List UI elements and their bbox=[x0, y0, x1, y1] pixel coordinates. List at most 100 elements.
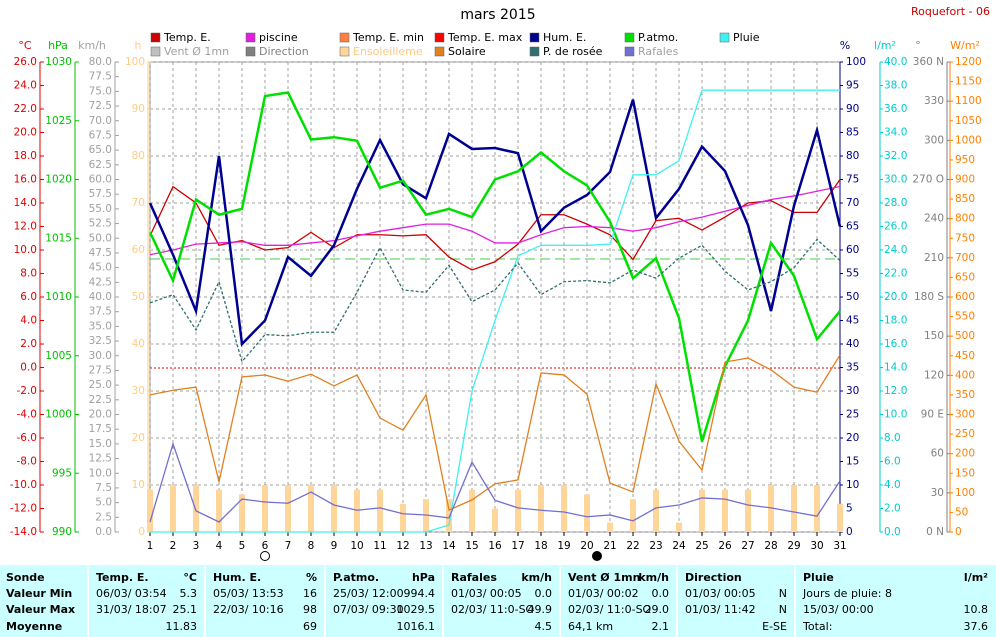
y-tick-label: 0 N bbox=[926, 526, 944, 538]
y-tick-label: 5 bbox=[846, 503, 853, 515]
y-tick-label: 8.0 bbox=[20, 268, 37, 280]
legend-label: Hum. E. bbox=[543, 31, 586, 44]
bar bbox=[377, 489, 383, 532]
y-tick-label: 75.0 bbox=[89, 85, 112, 97]
y-tick-label: 1000 bbox=[955, 134, 982, 146]
y-tick-label: 0 bbox=[846, 526, 853, 538]
y-tick-label: 40 bbox=[846, 338, 859, 350]
y-tick-label: 35.0 bbox=[89, 320, 112, 332]
y-tick-label: 70.0 bbox=[89, 115, 112, 127]
y-tick-label: 210 bbox=[924, 252, 944, 264]
legend-swatch bbox=[339, 46, 350, 57]
column-header: hPa bbox=[412, 571, 435, 584]
y-tick-label: -8.0 bbox=[17, 456, 38, 468]
y-tick-label: 55 bbox=[846, 268, 859, 280]
table-cell: 10.8 bbox=[964, 603, 989, 616]
row-label: Sonde bbox=[6, 571, 45, 584]
y-tick-label: 14.0 bbox=[14, 197, 37, 209]
bar bbox=[699, 489, 705, 532]
station-name: Roquefort - 06 bbox=[911, 5, 990, 18]
column-header: Temp. E. bbox=[96, 571, 149, 584]
x-tick-label: 17 bbox=[511, 540, 524, 552]
x-tick-label: 24 bbox=[672, 540, 686, 552]
y-tick-label: 36.0 bbox=[884, 103, 907, 115]
x-tick-label: 27 bbox=[741, 540, 754, 552]
y-tick-label: 1150 bbox=[955, 76, 982, 88]
x-tick-label: 26 bbox=[718, 540, 732, 552]
table-cell: Jours de pluie: 8 bbox=[802, 587, 892, 600]
y-tick-label: 47.5 bbox=[89, 247, 112, 259]
table-cell: 37.6 bbox=[964, 620, 989, 633]
y-tick-label: 750 bbox=[955, 232, 975, 244]
y-tick-label: 350 bbox=[955, 389, 975, 401]
bar bbox=[446, 499, 452, 532]
table-cell: 29.0 bbox=[645, 603, 670, 616]
y-tick-label: 2.5 bbox=[95, 511, 112, 523]
y-axis-unit: % bbox=[840, 39, 850, 52]
bar bbox=[170, 485, 176, 532]
y-tick-label: 40 bbox=[132, 338, 145, 350]
x-tick-label: 28 bbox=[764, 540, 777, 552]
y-tick-label: 18.0 bbox=[14, 150, 37, 162]
table-cell: 16 bbox=[303, 587, 317, 600]
x-tick-label: 13 bbox=[419, 540, 432, 552]
y-axis-unit: ° bbox=[915, 39, 921, 52]
y-axis-unit: l/m² bbox=[874, 39, 896, 52]
legend-label: Vent Ø 1mn bbox=[164, 45, 229, 58]
table-cell: 1029.5 bbox=[397, 603, 436, 616]
y-tick-label: 20 bbox=[846, 432, 859, 444]
bar bbox=[469, 489, 475, 532]
y-tick-label: 42.5 bbox=[89, 276, 112, 288]
series-line bbox=[149, 354, 841, 511]
y-tick-label: 65.0 bbox=[89, 144, 112, 156]
y-tick-label: 360 N bbox=[913, 56, 944, 68]
y-tick-label: 15.0 bbox=[89, 438, 112, 450]
y-tick-label: 95 bbox=[846, 80, 859, 92]
x-tick-label: 8 bbox=[308, 540, 315, 552]
y-tick-label: 240 bbox=[924, 213, 944, 225]
y-tick-label: 900 bbox=[955, 174, 975, 186]
y-tick-label: 500 bbox=[955, 330, 975, 342]
table-cell: 11.83 bbox=[166, 620, 198, 633]
y-tick-label: 16.0 bbox=[884, 338, 907, 350]
table-cell: N bbox=[779, 587, 787, 600]
y-tick-label: 90 bbox=[846, 103, 859, 115]
series-line bbox=[149, 179, 841, 271]
y-tick-label: 270 O bbox=[912, 174, 944, 186]
x-tick-label: 31 bbox=[833, 540, 846, 552]
y-tick-label: 10.0 bbox=[884, 409, 907, 421]
y-tick-label: 4.0 bbox=[884, 479, 901, 491]
y-tick-label: 37.5 bbox=[89, 306, 112, 318]
y-tick-label: 24.0 bbox=[884, 244, 907, 256]
y-tick-label: 950 bbox=[955, 154, 975, 166]
y-tick-label: 120 bbox=[924, 369, 944, 381]
y-tick-label: 30 bbox=[846, 385, 859, 397]
x-tick-label: 5 bbox=[239, 540, 246, 552]
y-tick-label: 150 bbox=[924, 330, 944, 342]
y-tick-label: 450 bbox=[955, 350, 975, 362]
x-tick-label: 9 bbox=[331, 540, 338, 552]
y-tick-label: 26.0 bbox=[884, 221, 907, 233]
table-cell: 0.0 bbox=[535, 587, 553, 600]
y-tick-label: 30.0 bbox=[89, 350, 112, 362]
y-tick-label: 65 bbox=[846, 221, 859, 233]
legend-swatch bbox=[434, 46, 445, 57]
x-tick-label: 25 bbox=[695, 540, 708, 552]
legend-swatch bbox=[245, 46, 256, 57]
y-tick-label: 50 bbox=[132, 291, 145, 303]
x-tick-label: 15 bbox=[465, 540, 478, 552]
y-tick-label: 12.5 bbox=[89, 453, 112, 465]
row-label: Valeur Min bbox=[6, 587, 72, 600]
table-cell: 5.3 bbox=[180, 587, 198, 600]
y-tick-label: 1100 bbox=[955, 95, 982, 107]
y-tick-label: 15 bbox=[846, 456, 859, 468]
legend-label: Solaire bbox=[448, 45, 486, 58]
y-tick-label: 20.0 bbox=[14, 127, 37, 139]
legend-label: Temp. E. min bbox=[352, 31, 424, 44]
y-tick-label: 25.0 bbox=[89, 379, 112, 391]
y-tick-label: 1050 bbox=[955, 115, 982, 127]
legend-label: Temp. E. bbox=[163, 31, 211, 44]
legend-swatch bbox=[624, 32, 635, 43]
table-cell: 31/03/ 18:07 bbox=[96, 603, 167, 616]
y-tick-label: 80.0 bbox=[89, 56, 112, 68]
